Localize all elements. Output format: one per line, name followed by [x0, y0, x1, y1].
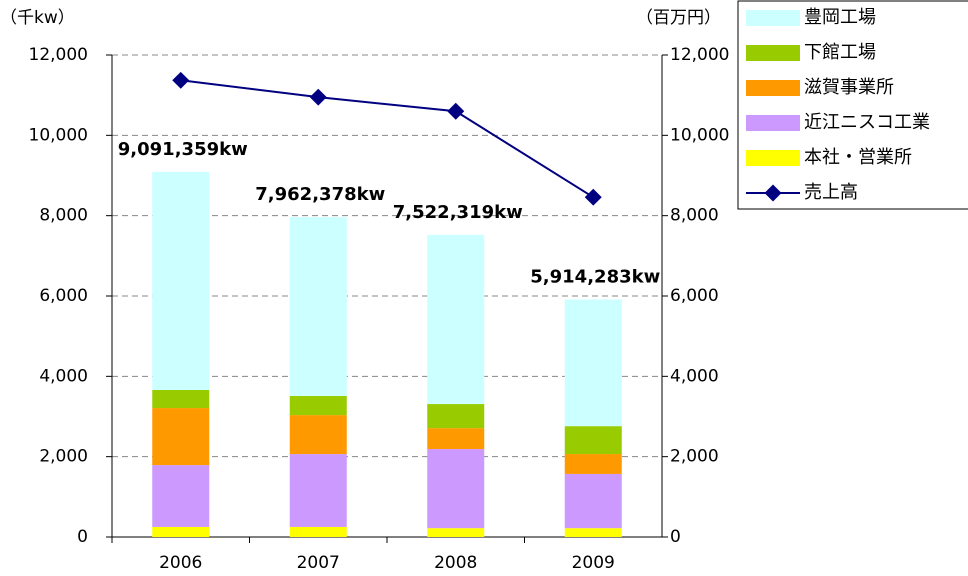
y2-tick-label: 6,000	[670, 286, 719, 306]
line-marker	[309, 88, 327, 106]
y2-tick-label: 10,000	[670, 125, 729, 145]
y2-axis-label: （百万円）	[636, 8, 721, 28]
bar-segment	[564, 473, 622, 529]
total-label: 5,914,283kw	[530, 266, 660, 287]
y-tick-label: 12,000	[29, 45, 88, 65]
bar-segment	[564, 299, 622, 427]
bar-segment	[427, 404, 485, 429]
y-tick-label: 4,000	[39, 366, 88, 386]
bar-segment	[564, 426, 622, 455]
bar-segment	[152, 171, 210, 390]
legend-swatch	[746, 10, 800, 26]
y-tick-label: 6,000	[39, 286, 88, 306]
legend-marker	[764, 184, 782, 202]
legend-label: 下館工場	[804, 42, 876, 63]
x-tick-label: 2007	[297, 553, 340, 573]
bar-segment	[289, 526, 347, 537]
legend-swatch	[746, 80, 800, 96]
bar-segment	[152, 465, 210, 527]
bar-segment	[427, 428, 485, 450]
line	[180, 79, 594, 199]
line-marker	[447, 102, 465, 120]
bar-segment	[427, 528, 485, 537]
y2-tick-label: 2,000	[670, 447, 719, 467]
legend-swatch	[746, 150, 800, 166]
bar-segment	[152, 408, 210, 466]
y-tick-label: 10,000	[29, 125, 88, 145]
y2-tick-label: 4,000	[670, 366, 719, 386]
total-label: 7,962,378kw	[255, 184, 385, 205]
x-tick-label: 2008	[434, 553, 477, 573]
bar-segment	[564, 454, 622, 474]
legend-label: 近江ニスコ工業	[804, 112, 930, 133]
legend-box	[737, 0, 968, 210]
bar-segment	[289, 415, 347, 455]
bar-segment	[152, 389, 210, 409]
legend-swatch	[746, 115, 800, 131]
line-marker	[172, 71, 190, 89]
y2-tick-label: 12,000	[670, 45, 729, 65]
legend-label: 売上高	[804, 182, 858, 203]
bar-segment	[152, 526, 210, 537]
y-tick-label: 8,000	[39, 206, 88, 226]
y-tick-label: 2,000	[39, 447, 88, 467]
bar-segment	[289, 396, 347, 416]
total-label: 9,091,359kw	[118, 139, 248, 160]
line-marker	[584, 188, 602, 206]
legend-swatch	[746, 45, 800, 61]
bar-segment	[427, 234, 485, 405]
legend-label: 滋賀事業所	[804, 77, 894, 98]
y2-tick-label: 0	[670, 527, 681, 547]
legend-label: 本社・営業所	[804, 147, 912, 168]
y-tick-label: 0	[77, 527, 88, 547]
x-tick-label: 2006	[159, 553, 202, 573]
bar-segment	[564, 528, 622, 537]
legend-label: 豊岡工場	[804, 7, 876, 28]
bar-segment	[289, 217, 347, 397]
y-axis-label: （千kw）	[0, 8, 75, 28]
x-tick-label: 2009	[572, 553, 615, 573]
total-label: 7,522,319kw	[393, 202, 523, 223]
y2-tick-label: 8,000	[670, 206, 719, 226]
bar-segment	[427, 449, 485, 529]
bar-segment	[289, 454, 347, 527]
